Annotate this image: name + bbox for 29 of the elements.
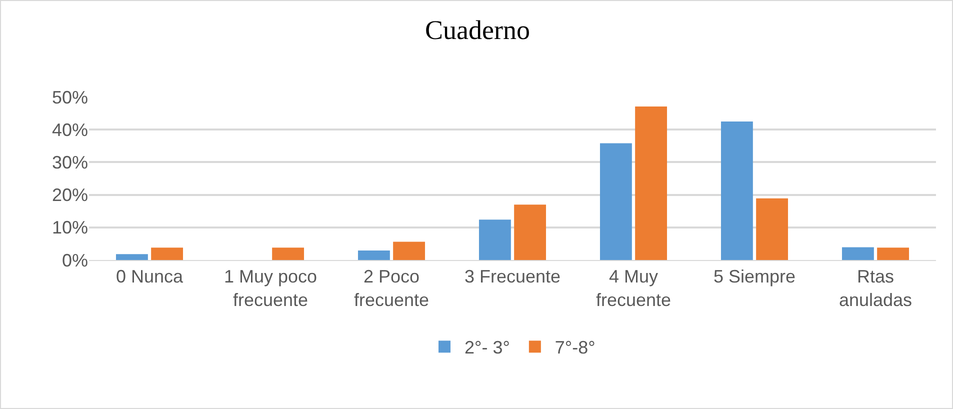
bar — [842, 247, 874, 260]
bar — [393, 242, 426, 260]
y-tick-label: 40% — [52, 120, 88, 140]
x-tick-label: 4 Muy frecuente — [596, 266, 672, 310]
legend-label: 2°- 3° — [464, 338, 510, 358]
y-tick-label: 50% — [52, 87, 88, 108]
bar — [514, 204, 546, 260]
legend-label: 7°-8° — [554, 338, 596, 358]
bar — [720, 121, 753, 260]
y-tick-label: 10% — [52, 218, 88, 238]
bar — [151, 248, 184, 260]
bar — [756, 198, 788, 260]
x-tick-label: 0 Nunca — [116, 266, 184, 287]
bar — [272, 248, 304, 260]
bar — [358, 250, 390, 260]
bar — [635, 106, 668, 260]
bar — [478, 220, 511, 260]
y-tick-label: 30% — [52, 152, 88, 172]
x-tick-label: 5 Siempre — [713, 266, 796, 287]
bar — [116, 254, 148, 260]
chart-title: Cuaderno — [425, 15, 530, 46]
x-tick-label: Rtas anuladas — [838, 266, 912, 310]
x-tick-label: 2 Poco frecuente — [354, 266, 430, 310]
x-tick-label: 3 Frecuente — [464, 266, 561, 287]
bar — [877, 248, 910, 260]
y-tick-label: 0% — [62, 250, 88, 270]
bar — [600, 143, 632, 260]
y-tick-label: 20% — [52, 185, 88, 206]
x-tick-label: 1 Muy poco frecuente — [224, 266, 318, 310]
